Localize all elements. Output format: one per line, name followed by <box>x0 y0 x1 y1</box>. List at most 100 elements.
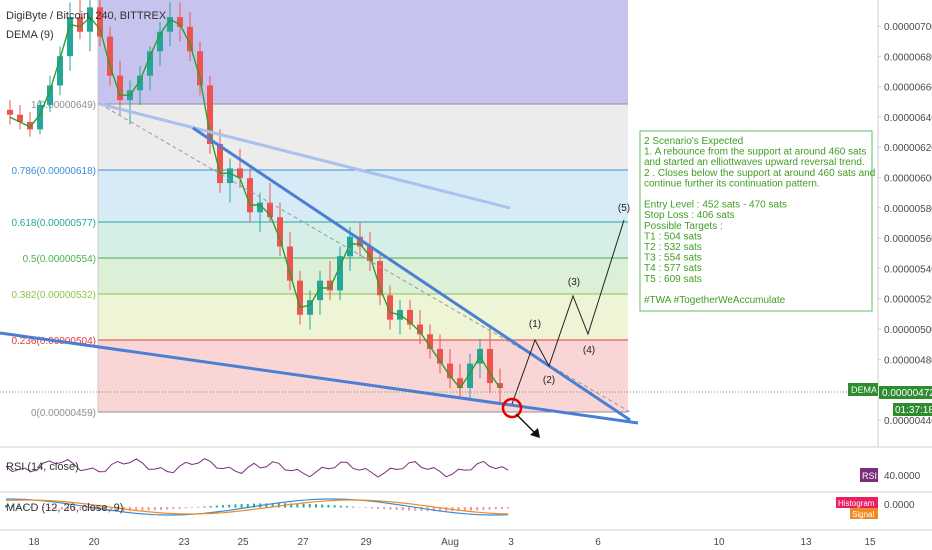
macd-histogram-bar <box>29 506 32 508</box>
rsi-pane-bg <box>0 448 878 492</box>
price-axis[interactable]: 0.00000700 0.00000680 0.00000660 0.00000640… <box>877 0 932 447</box>
fib-level-label: 0(0.00000459) <box>31 408 96 419</box>
time-tick-label: 29 <box>360 537 372 548</box>
elliott-wave-projection <box>511 219 625 405</box>
note-line: 2 . Closes below the support at around 4… <box>644 168 875 179</box>
note-box[interactable] <box>639 130 873 312</box>
macd-histogram-bar <box>414 507 417 511</box>
macd-histogram-bar <box>476 507 479 511</box>
wave-labels: (1) (2) (3) (4) (5) <box>529 203 630 386</box>
price-tick-label: 0.00000480 <box>884 355 932 366</box>
candle-body <box>427 334 433 349</box>
macd-histogram-bar <box>11 505 14 508</box>
macd-histogram-bar <box>23 506 26 508</box>
candle-body <box>447 363 453 379</box>
macd-histogram-bar <box>79 507 82 511</box>
candle-body <box>457 378 463 388</box>
candle-body <box>97 7 103 37</box>
macd-signal-line <box>5 499 509 515</box>
price-tick-label: 0.00000500 <box>884 325 932 336</box>
dema-line <box>9 16 501 390</box>
macd-histogram-bar <box>222 505 224 508</box>
macd-histogram-bar <box>129 507 131 512</box>
fib-level-label: 0.618(0.00000577) <box>11 218 96 229</box>
macd-histogram-bar <box>91 507 94 511</box>
candle-body <box>77 17 83 32</box>
macd-histogram-bar <box>327 504 330 508</box>
fib-zone <box>98 104 628 170</box>
macd-histogram-bar <box>160 507 162 510</box>
candle-body <box>257 202 263 213</box>
macd-histogram-bar <box>358 507 361 508</box>
macd-histogram-bar <box>277 503 280 508</box>
price-tick-label: 0.00000660 <box>884 83 932 94</box>
macd-histogram-bar <box>370 507 373 509</box>
fib-retracement-zones <box>98 0 628 412</box>
candle-body <box>167 17 173 32</box>
macd-histogram-bar <box>315 504 317 508</box>
price-tick-label: 0.00000580 <box>884 204 932 215</box>
macd-histogram-bar <box>383 507 386 510</box>
candlestick-series <box>7 0 503 403</box>
macd-histogram-bar <box>352 506 355 508</box>
fib-level-label: 0.382(0.00000532) <box>11 290 96 301</box>
candle-body <box>47 85 53 105</box>
histogram-badge-bg <box>836 497 878 508</box>
candle-body <box>87 7 93 32</box>
macd-histogram-bar <box>228 504 231 508</box>
macd-histogram-bar <box>364 507 367 508</box>
dema-legend[interactable]: DEMA (9) <box>6 29 54 41</box>
macd-histogram-bar <box>67 507 69 510</box>
macd-histogram-bar <box>439 507 441 512</box>
price-badges: DEMA 0.00000472 01:37:18 <box>848 383 932 416</box>
time-tick-label: 10 <box>713 537 725 548</box>
time-axis[interactable]: 18 20 23 25 27 29 Aug 3 6 10 13 15 <box>28 537 876 548</box>
dema-badge: DEMA <box>851 385 877 395</box>
support-test-circle <box>501 397 523 419</box>
macd-histogram-bar <box>60 507 63 510</box>
note-line: T3 : 554 sats <box>644 253 702 264</box>
candle-body <box>487 348 493 384</box>
price-tick-label: 0.00000540 <box>884 264 932 275</box>
note-line: T1 : 504 sats <box>644 231 702 242</box>
fib-zone <box>98 258 628 294</box>
macd-histogram-bar <box>482 507 485 511</box>
signal-badge-bg <box>850 508 878 519</box>
fib-zone <box>98 294 628 340</box>
note-line: continue further its continuation patter… <box>644 178 820 189</box>
note-line: T2 : 532 sats <box>644 242 702 253</box>
candle-body <box>7 109 13 115</box>
rsi-legend[interactable]: RSI (14, close) <box>6 461 79 473</box>
note-line: Stop Loss : 406 sats <box>644 210 735 221</box>
macd-histogram-bar <box>36 507 38 508</box>
candle-body <box>287 246 293 281</box>
wave-label: (3) <box>568 277 580 288</box>
price-tick-label: 0.00000520 <box>884 295 932 306</box>
fib-zone <box>98 340 628 412</box>
candle-body <box>467 363 473 388</box>
time-tick-label: 3 <box>508 537 514 548</box>
macd-histogram-bar <box>234 504 237 508</box>
price-tick-label: 0.00000600 <box>884 174 932 185</box>
macd-value: 0.0000 <box>884 500 915 511</box>
macd-legend[interactable]: MACD (12, 26, close, 9) <box>6 502 123 514</box>
faded-upper-trendline <box>99 102 511 210</box>
wave-label: (1) <box>529 319 541 330</box>
candle-body <box>357 236 363 247</box>
candle-body <box>17 114 23 123</box>
chart-title: DigiByte / Bitcoin, 240, BITTREX <box>6 10 167 22</box>
fib-retracement-levels[interactable]: 1(0.00000649) 0.786(0.00000618) 0.618(0.00… <box>11 0 628 419</box>
macd-histogram-bar <box>308 503 311 508</box>
macd-histogram-bar <box>470 507 472 511</box>
macd-histogram-bar <box>215 505 218 508</box>
wave-label: (2) <box>543 375 555 386</box>
drawings[interactable] <box>0 102 639 438</box>
candle-body <box>217 144 223 184</box>
macd-histogram <box>5 503 510 512</box>
descending-support-line <box>0 331 639 425</box>
macd-histogram-bar <box>116 507 119 512</box>
candle-body <box>337 256 343 291</box>
macd-line <box>6 498 509 516</box>
macd-histogram-bar <box>48 507 51 509</box>
